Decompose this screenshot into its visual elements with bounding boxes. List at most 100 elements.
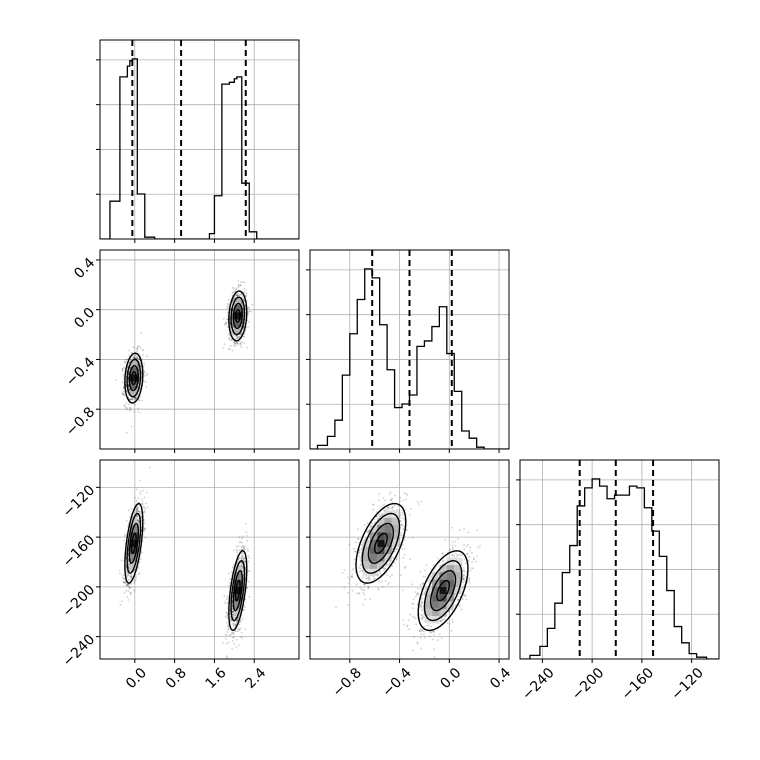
- scatter-point: [436, 639, 439, 641]
- scatter-point: [236, 292, 239, 295]
- scatter-point: [396, 556, 399, 558]
- scatter-point: [352, 589, 354, 592]
- scatter-point: [130, 591, 132, 594]
- scatter-point: [393, 561, 396, 564]
- scatter-point: [232, 290, 234, 293]
- scatter-point: [236, 619, 238, 622]
- scatter-point: [143, 506, 146, 509]
- scatter-point: [362, 591, 364, 594]
- scatter-point: [237, 279, 240, 282]
- scatter-point: [225, 322, 227, 325]
- scatter-point: [245, 531, 248, 534]
- scatter-point: [145, 374, 148, 376]
- scatter-point: [135, 510, 138, 512]
- scatter-point: [245, 294, 248, 297]
- scatter-point: [121, 392, 124, 394]
- scatter-point: [351, 573, 354, 576]
- scatter-point: [133, 356, 136, 359]
- scatter-point: [128, 585, 130, 588]
- scatter-point: [229, 326, 232, 328]
- scatter-point: [238, 294, 241, 297]
- scatter-point: [423, 616, 425, 619]
- scatter-point: [462, 577, 465, 580]
- scatter-point: [468, 556, 471, 558]
- scatter-point: [408, 513, 411, 516]
- scatter-point: [142, 365, 145, 368]
- scatter-point: [391, 565, 394, 568]
- scatter-point: [230, 619, 233, 622]
- scatter-point: [465, 571, 468, 574]
- scatter-point: [357, 592, 360, 594]
- scatter-point: [227, 628, 230, 631]
- scatter-point: [129, 398, 132, 401]
- scatter-point: [228, 337, 231, 340]
- scatter-point: [143, 529, 146, 532]
- scatter-point: [124, 362, 127, 364]
- scatter-point: [414, 595, 417, 598]
- scatter-point: [141, 502, 144, 505]
- scatter-point: [241, 341, 243, 343]
- scatter-point: [423, 569, 426, 572]
- scatter-point: [378, 499, 380, 501]
- scatter-point: [123, 404, 126, 407]
- scatter-point: [124, 360, 127, 363]
- scatter-point: [225, 612, 228, 615]
- scatter-point: [242, 573, 245, 576]
- scatter-point: [134, 356, 137, 359]
- scatter-point: [123, 533, 126, 536]
- scatter-point: [127, 572, 129, 575]
- scatter-point: [126, 584, 128, 587]
- scatter-point: [360, 551, 363, 554]
- scatter-point: [133, 579, 136, 582]
- scatter-point: [231, 608, 234, 611]
- scatter-point: [125, 402, 128, 405]
- scatter-point: [132, 410, 135, 413]
- scatter-point: [408, 628, 411, 631]
- scatter-point: [135, 510, 138, 513]
- scatter-point: [237, 336, 239, 338]
- scatter-point: [239, 636, 242, 638]
- scatter-point: [231, 632, 234, 634]
- scatter-point: [399, 574, 402, 577]
- scatter-point: [126, 358, 128, 361]
- scatter-point: [136, 347, 139, 350]
- scatter-point: [232, 633, 235, 635]
- scatter-point: [228, 333, 230, 335]
- scatter-point: [363, 524, 366, 526]
- scatter-point: [238, 557, 241, 559]
- scatter-point: [385, 508, 387, 511]
- scatter-point: [464, 562, 467, 565]
- scatter-point: [123, 393, 126, 396]
- scatter-point: [387, 508, 389, 511]
- scatter-point: [245, 292, 248, 295]
- scatter-point: [236, 343, 239, 345]
- scatter-point: [221, 641, 224, 644]
- scatter-point: [388, 493, 391, 495]
- scatter-point: [228, 581, 231, 584]
- scatter-point: [381, 514, 383, 516]
- scatter-point: [463, 593, 465, 596]
- scatter-point: [125, 407, 128, 409]
- scatter-point: [234, 294, 237, 297]
- scatter-point: [127, 564, 130, 566]
- scatter-point: [240, 293, 242, 295]
- scatter-point: [226, 601, 229, 604]
- scatter-point: [232, 614, 235, 616]
- scatter-point: [246, 586, 248, 589]
- scatter-point: [409, 558, 411, 561]
- scatter-point: [243, 335, 246, 338]
- scatter-point: [354, 550, 357, 553]
- scatter-point: [244, 598, 247, 601]
- scatter-point: [365, 531, 368, 534]
- scatter-point: [402, 499, 405, 502]
- scatter-point: [124, 581, 127, 584]
- scatter-point: [229, 339, 231, 342]
- scatter-point: [233, 345, 236, 347]
- scatter-point: [234, 342, 237, 345]
- scatter-point: [343, 568, 346, 571]
- scatter-point: [390, 499, 393, 502]
- scatter-point: [132, 356, 135, 359]
- scatter-point: [226, 307, 229, 310]
- scatter-point: [421, 608, 424, 611]
- scatter-point: [417, 503, 420, 505]
